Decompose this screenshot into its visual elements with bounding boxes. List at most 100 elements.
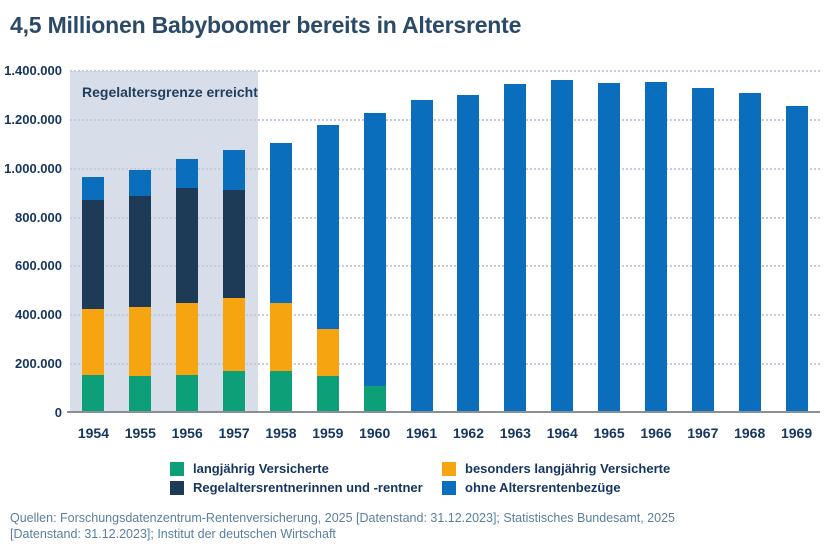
legend-swatch-icon <box>442 461 456 476</box>
x-tick-label: 1969 <box>780 425 813 441</box>
gridline <box>70 118 820 121</box>
bar-segment-series-3 <box>738 93 761 413</box>
bar-1957: 1957 <box>211 71 258 441</box>
legend-item-series-0: langjährig Versicherte <box>170 461 442 476</box>
stacked-bar <box>410 100 433 413</box>
bar-segment-series-1 <box>82 309 105 376</box>
x-tick-label: 1956 <box>171 425 203 441</box>
x-tick-label: 1968 <box>734 425 766 441</box>
bar-1959: 1959 <box>304 71 351 441</box>
legend-swatch-icon <box>442 480 456 495</box>
stacked-bar <box>82 177 105 413</box>
x-tick-label: 1962 <box>452 425 485 441</box>
legend-swatch-icon <box>170 480 184 495</box>
bar-1967: 1967 <box>679 71 726 441</box>
x-tick-label: 1957 <box>218 425 250 441</box>
y-tick-label: 800.000 <box>15 209 62 225</box>
y-tick-label: 600.000 <box>15 258 62 274</box>
x-tick-label: 1954 <box>77 425 110 441</box>
stacked-bar <box>129 169 152 413</box>
bar-segment-series-1 <box>176 303 199 376</box>
bar-1960: 1960 <box>351 71 398 441</box>
legend: langjährig Versicherte besonders langjähr… <box>170 461 670 495</box>
y-tick-label: 1.400.000 <box>4 63 62 78</box>
stacked-bar <box>691 88 714 413</box>
bar-1954: 1954 <box>70 71 117 441</box>
stacked-bar <box>223 150 246 413</box>
stacked-bar <box>316 124 339 413</box>
x-axis-line <box>67 411 820 413</box>
bar-segment-series-1 <box>316 328 339 377</box>
bar-segment-series-3 <box>785 106 808 413</box>
bar-1964: 1964 <box>539 71 586 441</box>
source-note: Quellen: Forschungsdatenzentrum-Rentenve… <box>10 510 675 542</box>
source-line-1: Quellen: Forschungsdatenzentrum-Rentenve… <box>10 511 675 525</box>
bar-1958: 1958 <box>258 71 305 441</box>
gridline <box>70 314 820 317</box>
bar-1961: 1961 <box>398 71 445 441</box>
legend-item-series-2: Regelaltersrentnerinnen und -rentner <box>170 480 442 495</box>
stacked-bar <box>644 82 667 413</box>
gridline <box>70 70 820 72</box>
x-tick-label: 1963 <box>499 425 531 441</box>
bar-segment-series-3 <box>691 88 714 413</box>
gridline <box>70 167 820 170</box>
stacked-bar <box>738 93 761 413</box>
gridline <box>70 216 820 219</box>
bar-segment-series-1 <box>129 306 152 377</box>
bar-segment-series-0 <box>269 371 292 413</box>
x-tick-label: 1965 <box>593 425 625 441</box>
bar-segment-series-3 <box>269 143 292 304</box>
bar-segment-series-3 <box>316 124 339 329</box>
y-tick-label: 1.000.000 <box>4 160 62 176</box>
legend-label: ohne Altersrentenbezüge <box>465 480 621 495</box>
bar-segment-series-1 <box>223 298 246 372</box>
bar-1955: 1955 <box>117 71 164 441</box>
bar-segment-series-3 <box>504 84 527 413</box>
source-line-2: [Datenstand: 31.12.2023]; Institut der d… <box>10 527 336 541</box>
x-tick-label: 1966 <box>640 425 672 441</box>
x-tick-label: 1959 <box>312 425 344 441</box>
bar-segment-series-0 <box>176 375 199 413</box>
bar-segment-series-0 <box>82 375 105 413</box>
x-tick-label: 1964 <box>546 425 578 441</box>
legend-item-series-1: besonders langjährig Versicherte <box>442 461 670 476</box>
stacked-bar <box>504 84 527 413</box>
y-tick-label: 0 <box>54 405 62 420</box>
bar-segment-series-3 <box>82 177 105 201</box>
bar-segment-series-0 <box>316 376 339 413</box>
bar-segment-series-3 <box>363 112 386 387</box>
stacked-bar <box>598 83 621 413</box>
plot-area: Regelaltersgrenze erreicht 1.400.000 1.20… <box>4 63 820 441</box>
x-tick-label: 1967 <box>687 425 719 441</box>
bar-segment-series-3 <box>176 158 199 189</box>
gridline <box>70 363 820 366</box>
x-tick-label: 1958 <box>265 425 297 441</box>
gridline <box>70 265 820 268</box>
bar-segment-series-3 <box>457 95 480 413</box>
stacked-bar <box>269 143 292 413</box>
bar-segment-series-0 <box>363 386 386 413</box>
stacked-bar <box>457 95 480 413</box>
bar-segment-series-1 <box>269 303 292 372</box>
y-tick-label: 200.000 <box>15 356 62 372</box>
bar-segment-series-3 <box>644 82 667 413</box>
bar-1965: 1965 <box>586 71 633 441</box>
x-tick-label: 1960 <box>359 425 391 441</box>
y-tick-label: 400.000 <box>15 307 62 323</box>
x-tick-label: 1961 <box>405 425 438 441</box>
bar-1968: 1968 <box>726 71 773 441</box>
legend-label: besonders langjährig Versicherte <box>465 461 671 476</box>
bar-segment-series-2 <box>176 188 199 304</box>
bar-segment-series-3 <box>410 100 433 413</box>
bar-1969: 1969 <box>773 71 820 441</box>
legend-label: Regelaltersrentnerinnen und -rentner <box>193 480 423 495</box>
bar-1962: 1962 <box>445 71 492 441</box>
legend-item-series-3: ohne Altersrentenbezüge <box>442 480 670 495</box>
bar-segment-series-3 <box>598 83 621 413</box>
stacked-bar <box>551 79 574 413</box>
bar-segment-series-3 <box>551 79 574 413</box>
chart-title: 4,5 Millionen Babyboomer bereits in Alte… <box>10 12 522 38</box>
stacked-bar <box>785 106 808 413</box>
stacked-bar <box>363 112 386 413</box>
